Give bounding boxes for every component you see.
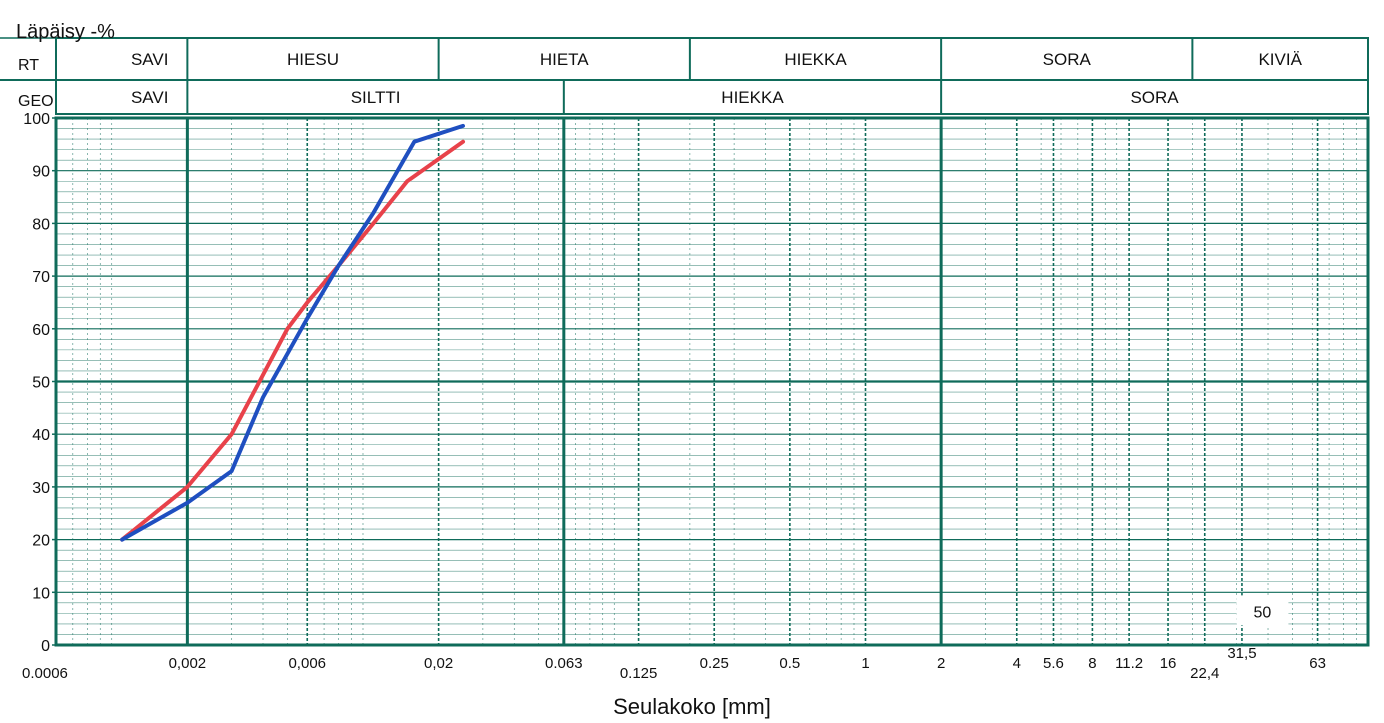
- annotation-box: [1236, 595, 1289, 626]
- rt-row-label: RT: [18, 57, 39, 74]
- geo-row-label: GEO: [18, 93, 54, 110]
- geo-band-savi: SAVI: [131, 88, 168, 107]
- series-line-2: [120, 123, 465, 542]
- y-tick-label: 90: [32, 164, 50, 181]
- geo-band-sora: SORA: [1130, 88, 1179, 107]
- y-tick-label: 70: [32, 269, 50, 286]
- y-tick-label: 10: [32, 585, 50, 602]
- x-tick-label: 63: [1309, 655, 1326, 672]
- x-tick-label: 1: [861, 655, 869, 672]
- axis-labels: Läpäisy -% Seulakoko [mm] RT GEO: [16, 21, 771, 719]
- x-tick-label: 11.2: [1115, 655, 1143, 672]
- x-tick-label: 5.6: [1043, 655, 1064, 672]
- x-tick-label: 0.125: [620, 665, 658, 682]
- header-frame: [55, 37, 1369, 115]
- chart-grid: 0 10 20 30 40 50 60 70 80 90 100 0.0006 0,002 0,006 0,…: [22, 111, 1370, 682]
- rt-band-sora: SORA: [1043, 50, 1092, 69]
- y-tick-label: 30: [32, 480, 50, 497]
- x-tick-label: 0.25: [700, 655, 729, 672]
- y-tick-label: 50: [32, 375, 50, 392]
- classification-header: SAVI HIESU HIETA HIEKKA SORA KIVIÄ SAVI SILTTI H…: [0, 37, 1369, 115]
- x-tick-label: 0,006: [288, 655, 326, 672]
- x-tick-label: 0,002: [169, 655, 207, 672]
- rt-band-hiesu: HIESU: [287, 50, 339, 69]
- rt-band-hiekka: HIEKKA: [784, 50, 847, 69]
- geo-band-siltti: SILTTI: [351, 88, 401, 107]
- y-tick-label: 40: [32, 427, 50, 444]
- x-axis-title: Seulakoko [mm]: [613, 694, 771, 719]
- series-line-1: [120, 139, 465, 542]
- rt-band-kiviä: KIVIÄ: [1258, 50, 1302, 69]
- y-tick-label: 80: [32, 216, 50, 233]
- x-tick-label: 16: [1160, 655, 1177, 672]
- y-tick-label: 60: [32, 322, 50, 339]
- y-tick-label: 100: [23, 111, 50, 128]
- rt-band-savi: SAVI: [131, 50, 168, 69]
- geo-band-hiekka: HIEKKA: [721, 88, 784, 107]
- x-tick-label: 4: [1013, 655, 1021, 672]
- x-tick-label: 31,5: [1227, 645, 1256, 662]
- chart-series: [120, 123, 465, 542]
- rt-band-hieta: HIETA: [540, 50, 589, 69]
- y-tick-label: 20: [32, 533, 50, 550]
- x-tick-label: 0,02: [424, 655, 453, 672]
- x-tick-label: 0.0006: [22, 665, 68, 682]
- x-tick-label: 8: [1088, 655, 1096, 672]
- annotation-label: 50: [1254, 604, 1272, 621]
- x-tick-label: 0.5: [779, 655, 800, 672]
- x-tick-label: 2: [937, 655, 945, 672]
- x-tick-label: 22,4: [1190, 665, 1219, 682]
- y-tick-label: 0: [41, 638, 50, 655]
- x-tick-label: 0.063: [545, 655, 583, 672]
- y-axis-title: Läpäisy -%: [16, 21, 115, 43]
